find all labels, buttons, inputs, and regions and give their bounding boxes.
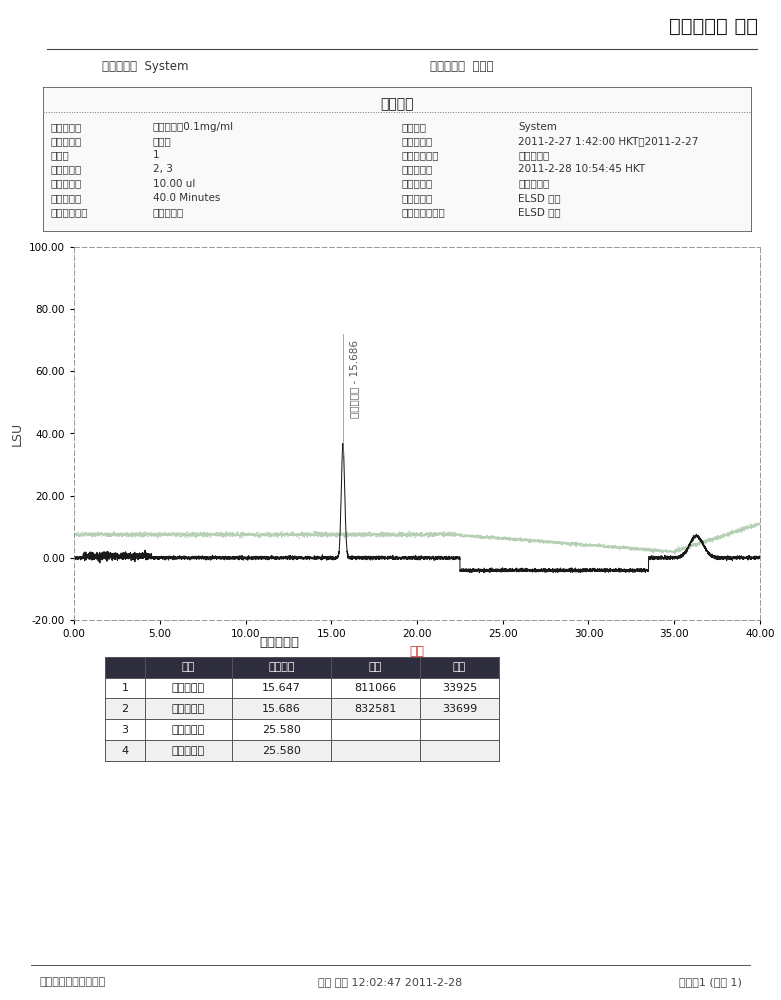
Text: 猪去氧胆酸 - 15.686: 猪去氧胆酸 - 15.686 [349, 340, 359, 418]
Text: 15.647: 15.647 [262, 683, 301, 693]
Text: 页码：1 (共计 1): 页码：1 (共计 1) [679, 977, 742, 987]
Text: ELSD 信号: ELSD 信号 [518, 207, 561, 217]
Bar [105, 719, 498, 740]
Text: 2: 2 [122, 704, 129, 714]
Text: 采集方法组：: 采集方法组： [401, 150, 439, 160]
Bar [105, 740, 498, 761]
Text: 峰高: 峰高 [453, 662, 466, 672]
Text: 胆酸钠对照: 胆酸钠对照 [153, 207, 184, 217]
Text: 832581: 832581 [355, 704, 397, 714]
Text: 采集者：: 采集者： [401, 122, 426, 132]
Text: 色谱峰结果: 色谱峰结果 [259, 636, 299, 649]
Text: 项目名称：  胆酸钠: 项目名称： 胆酸钠 [430, 60, 493, 73]
Text: 15.686: 15.686 [262, 704, 301, 714]
Text: 2, 3: 2, 3 [153, 164, 173, 174]
Text: 样品名称：: 样品名称： [50, 122, 81, 132]
Text: 样品类型：: 样品类型： [50, 136, 81, 146]
Text: 处理方法：: 处理方法： [401, 179, 433, 189]
Text: 处理通道注释：: 处理通道注释： [401, 207, 445, 217]
Text: 25.580: 25.580 [262, 725, 301, 735]
Text: 胆酸钠报告 报告: 胆酸钠报告 报告 [669, 17, 758, 36]
Text: 33699: 33699 [442, 704, 477, 714]
Text: 1: 1 [122, 683, 129, 693]
Text: 瓶号：: 瓶号： [50, 150, 69, 160]
Text: 样品组名称：: 样品组名称： [50, 207, 87, 217]
Text: 面积: 面积 [369, 662, 382, 672]
Text: 标准样: 标准样 [153, 136, 172, 146]
Text: 通道名称：: 通道名称： [401, 193, 433, 203]
Text: 猪去氧胆酸0.1mg/ml: 猪去氧胆酸0.1mg/ml [153, 122, 234, 132]
Text: 1: 1 [153, 150, 159, 160]
Text: ELSD 信号: ELSD 信号 [518, 193, 561, 203]
Text: 进样次数：: 进样次数： [50, 164, 81, 174]
Text: 3: 3 [122, 725, 129, 735]
Text: 用户名称：  System: 用户名称： System [102, 60, 188, 73]
Text: 名字: 名字 [182, 662, 194, 672]
Text: 运行时间：: 运行时间： [50, 193, 81, 203]
Text: 进样体积：: 进样体积： [50, 179, 81, 189]
Text: 33925: 33925 [442, 683, 477, 693]
Bar [105, 678, 498, 698]
Text: 2011-2-27 1:42:00 HKT，2011-2-27: 2011-2-27 1:42:00 HKT，2011-2-27 [518, 136, 698, 146]
Text: 猪去氧胆酸: 猪去氧胆酸 [172, 704, 205, 714]
Text: System: System [518, 122, 557, 132]
Text: 鹅去氧胆酸: 鹅去氧胆酸 [172, 725, 205, 735]
Text: 打印 下午 12:02:47 2011-2-28: 打印 下午 12:02:47 2011-2-28 [319, 977, 462, 987]
Text: 25.580: 25.580 [262, 746, 301, 756]
Text: 报告方法：胆酸钠报告: 报告方法：胆酸钠报告 [39, 977, 105, 987]
Text: 胆酸钠处理: 胆酸钠处理 [518, 179, 549, 189]
Text: 40.0 Minutes: 40.0 Minutes [153, 193, 220, 203]
Bar [105, 698, 498, 719]
Text: 处理日期：: 处理日期： [401, 164, 433, 174]
Text: 采集时间：: 采集时间： [401, 136, 433, 146]
Y-axis label: LSU: LSU [11, 421, 23, 446]
X-axis label: 分钟: 分钟 [409, 645, 425, 658]
Text: 保留时间: 保留时间 [268, 662, 294, 672]
Text: 猪去氧胆酸: 猪去氧胆酸 [172, 683, 205, 693]
Text: 10.00 ul: 10.00 ul [153, 179, 195, 189]
Bar [105, 657, 498, 678]
Text: 4: 4 [122, 746, 129, 756]
Text: 胆酸钠梯度: 胆酸钠梯度 [518, 150, 549, 160]
Text: 鹅去氧胆酸: 鹅去氧胆酸 [172, 746, 205, 756]
Text: 811066: 811066 [355, 683, 397, 693]
Text: 2011-2-28 10:54:45 HKT: 2011-2-28 10:54:45 HKT [518, 164, 645, 174]
Text: 样品信息: 样品信息 [381, 97, 414, 111]
